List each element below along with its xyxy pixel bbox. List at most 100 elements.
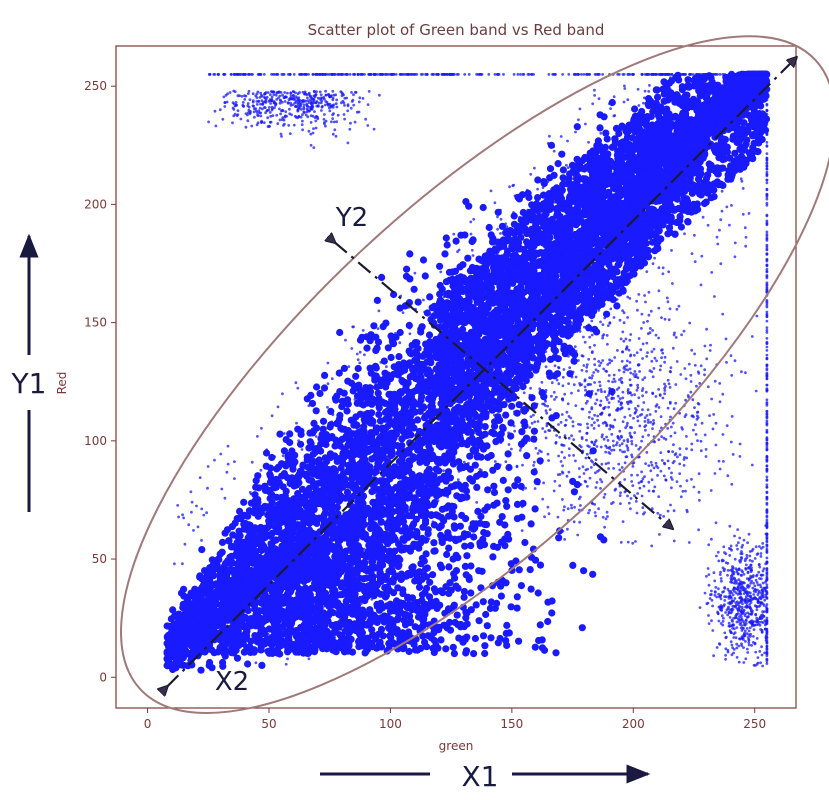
data-point bbox=[654, 94, 661, 101]
data-point bbox=[240, 499, 247, 506]
data-point bbox=[365, 438, 372, 445]
chart-title: Scatter plot of Green band vs Red band bbox=[308, 21, 605, 39]
data-point bbox=[178, 661, 185, 668]
data-point bbox=[389, 451, 396, 458]
data-point bbox=[258, 662, 265, 669]
data-point bbox=[417, 328, 424, 335]
data-point bbox=[415, 345, 422, 352]
data-point bbox=[453, 238, 460, 245]
data-point bbox=[525, 194, 532, 201]
data-point bbox=[593, 328, 600, 335]
data-point bbox=[324, 435, 331, 442]
data-point bbox=[352, 487, 359, 494]
data-point bbox=[298, 431, 305, 438]
data-point bbox=[443, 234, 450, 241]
data-point bbox=[268, 515, 275, 522]
data-point bbox=[374, 297, 381, 304]
data-point bbox=[373, 452, 380, 459]
data-point bbox=[331, 466, 338, 473]
data-point bbox=[373, 468, 380, 475]
data-point bbox=[180, 601, 187, 608]
data-point bbox=[426, 293, 433, 300]
data-point bbox=[375, 411, 382, 418]
data-point bbox=[276, 431, 283, 438]
data-point bbox=[358, 477, 365, 484]
data-point bbox=[306, 476, 313, 483]
data-point bbox=[310, 451, 317, 458]
data-point bbox=[285, 510, 292, 517]
data-point bbox=[429, 403, 436, 410]
data-point bbox=[407, 431, 414, 438]
data-point bbox=[236, 508, 243, 515]
data-point bbox=[560, 166, 567, 173]
data-point bbox=[339, 426, 346, 433]
data-point bbox=[380, 432, 387, 439]
data-point bbox=[403, 266, 410, 273]
data-point bbox=[603, 311, 610, 318]
data-point bbox=[184, 640, 191, 647]
data-point bbox=[375, 390, 382, 397]
data-point bbox=[555, 160, 562, 167]
data-point bbox=[558, 151, 565, 158]
data-point bbox=[313, 407, 320, 414]
data-point bbox=[391, 401, 398, 408]
data-point bbox=[286, 430, 293, 437]
data-point bbox=[321, 372, 328, 379]
data-point bbox=[321, 384, 328, 391]
data-point bbox=[344, 378, 351, 385]
data-point bbox=[420, 404, 427, 411]
data-point bbox=[459, 261, 466, 268]
data-point bbox=[429, 452, 436, 459]
data-point bbox=[363, 345, 370, 352]
data-point bbox=[228, 553, 235, 560]
data-point bbox=[373, 364, 380, 371]
data-point bbox=[313, 480, 320, 487]
data-point bbox=[422, 272, 429, 279]
data-point bbox=[314, 472, 321, 479]
data-point bbox=[164, 622, 171, 629]
data-point bbox=[423, 459, 430, 466]
data-point bbox=[269, 480, 276, 487]
data-point bbox=[502, 412, 509, 419]
data-point bbox=[278, 460, 285, 467]
data-point bbox=[388, 354, 395, 361]
data-point bbox=[416, 442, 423, 449]
data-point bbox=[411, 286, 418, 293]
data-point bbox=[488, 231, 495, 238]
data-point bbox=[452, 268, 459, 275]
data-point bbox=[316, 456, 323, 463]
data-point bbox=[273, 520, 280, 527]
data-point bbox=[465, 203, 472, 210]
data-point bbox=[334, 504, 341, 511]
data-point bbox=[355, 365, 362, 372]
data-point bbox=[341, 390, 348, 397]
data-point bbox=[285, 452, 292, 459]
data-point bbox=[285, 497, 292, 504]
data-point bbox=[332, 397, 339, 404]
data-point bbox=[305, 444, 312, 451]
data-point bbox=[322, 505, 329, 512]
data-point bbox=[304, 457, 311, 464]
data-point bbox=[613, 302, 620, 309]
data-point bbox=[397, 388, 404, 395]
data-point bbox=[486, 224, 493, 231]
data-point bbox=[345, 482, 352, 489]
data-point bbox=[169, 606, 176, 613]
data-point bbox=[219, 549, 226, 556]
data-point bbox=[495, 417, 502, 424]
data-point bbox=[574, 123, 581, 130]
data-point bbox=[415, 299, 422, 306]
data-point bbox=[335, 419, 342, 426]
data-point bbox=[361, 416, 368, 423]
data-point bbox=[441, 250, 448, 257]
data-point bbox=[372, 347, 379, 354]
data-point bbox=[229, 560, 236, 567]
data-point bbox=[406, 275, 413, 282]
data-point bbox=[396, 426, 403, 433]
data-point bbox=[321, 484, 328, 491]
data-point bbox=[480, 204, 487, 211]
data-point bbox=[371, 444, 378, 451]
data-point bbox=[306, 430, 313, 437]
